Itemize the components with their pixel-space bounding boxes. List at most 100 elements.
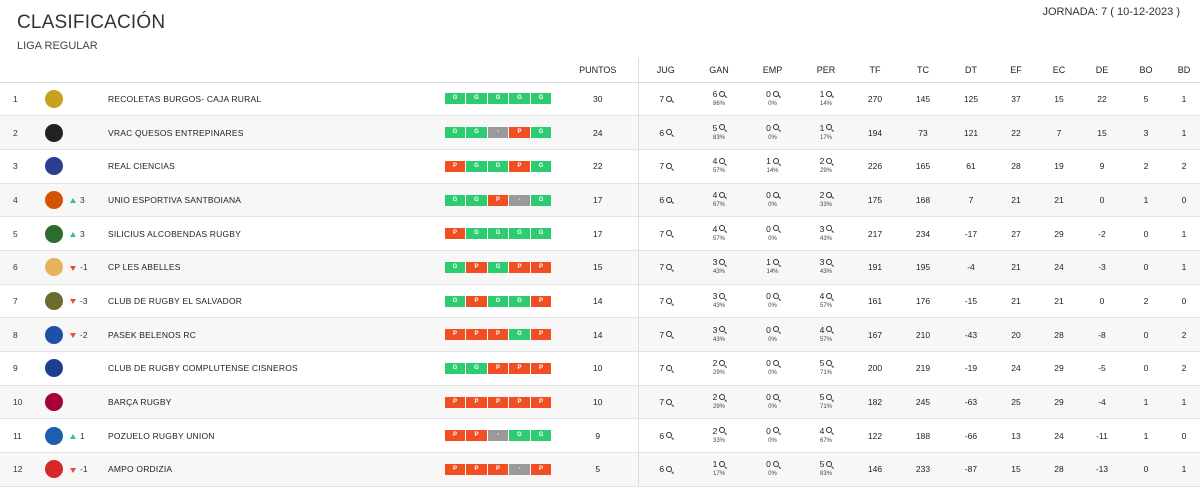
table-row[interactable]: 2 VRAC QUESOS ENTREPINARES G G - P G 24 6 5 83% 0 0%… — [0, 115, 1200, 150]
team-name[interactable]: CP LES ABELLES — [108, 250, 438, 285]
col-header-de[interactable]: DE — [1080, 58, 1124, 83]
magnifier-icon[interactable] — [772, 427, 779, 434]
team-name[interactable]: PASEK BELENOS RC — [108, 317, 438, 352]
magnifier-icon[interactable] — [826, 461, 833, 468]
magnifier-icon[interactable] — [666, 264, 673, 271]
magnifier-icon[interactable] — [719, 326, 726, 333]
team-name[interactable]: POZUELO RUGBY UNION — [108, 418, 438, 454]
magnifier-icon[interactable] — [719, 259, 726, 266]
team-name[interactable]: CLUB DE RUGBY EL SALVADOR — [108, 284, 438, 319]
magnifier-icon[interactable] — [772, 461, 779, 468]
magnifier-icon[interactable] — [666, 230, 673, 237]
col-header-bd[interactable]: BD — [1168, 58, 1200, 83]
magnifier-icon[interactable] — [666, 432, 673, 439]
gan-value: 2 — [712, 358, 718, 369]
magnifier-icon[interactable] — [772, 360, 779, 367]
magnifier-icon[interactable] — [772, 292, 779, 299]
table-row[interactable]: 11 1 POZUELO RUGBY UNION P P - G G 9 6 2 33% 0 0% 4 67%… — [0, 418, 1200, 454]
form-result: P — [530, 362, 552, 374]
magnifier-icon[interactable] — [826, 360, 833, 367]
magnifier-icon[interactable] — [719, 90, 726, 97]
team-name[interactable]: RECOLETAS BURGOS- CAJA RURAL — [108, 82, 438, 117]
magnifier-icon[interactable] — [719, 124, 726, 131]
team-name[interactable]: SILICIUS ALCOBENDAS RUGBY — [108, 216, 438, 251]
form-result: G — [530, 194, 552, 206]
form-result: G — [530, 430, 552, 442]
ec-value: 24 — [1038, 418, 1080, 454]
col-header-jug[interactable]: JUG — [638, 58, 693, 83]
table-row[interactable]: 8 -2 PASEK BELENOS RC P P P G P 14 7 3 43% 0 0% 4 57% 16… — [0, 317, 1200, 352]
col-header-bo[interactable]: BO — [1124, 58, 1168, 83]
col-header-emp[interactable]: EMP — [745, 58, 800, 83]
magnifier-icon[interactable] — [719, 225, 726, 232]
magnifier-icon[interactable] — [719, 157, 726, 164]
col-header-dt[interactable]: DT — [948, 58, 994, 83]
magnifier-icon[interactable] — [772, 393, 779, 400]
magnifier-icon[interactable] — [719, 393, 726, 400]
table-row[interactable]: 1 RECOLETAS BURGOS- CAJA RURAL G G G G G 30 7 6 86… — [0, 82, 1200, 117]
team-name[interactable]: UNIO ESPORTIVA SANTBOIANA — [108, 183, 438, 218]
col-header-ef[interactable]: EF — [994, 58, 1038, 83]
magnifier-icon[interactable] — [772, 259, 779, 266]
team-name[interactable]: BARÇA RUGBY — [108, 385, 438, 420]
magnifier-icon[interactable] — [666, 95, 673, 102]
table-row[interactable]: 4 3 UNIO ESPORTIVA SANTBOIANA G G P - G 17 6 4 67% 0… — [0, 183, 1200, 218]
magnifier-icon[interactable] — [772, 225, 779, 232]
magnifier-icon[interactable] — [826, 427, 833, 434]
ec-value: 7 — [1038, 115, 1080, 150]
page-title: CLASIFICACIÓN — [17, 12, 166, 33]
col-header-ec[interactable]: EC — [1038, 58, 1080, 83]
team-name[interactable]: AMPO ORDIZIA — [108, 452, 438, 487]
magnifier-icon[interactable] — [719, 360, 726, 367]
magnifier-icon[interactable] — [666, 297, 673, 304]
col-header-gan[interactable]: GAN — [693, 58, 745, 83]
magnifier-icon[interactable] — [826, 191, 833, 198]
table-row[interactable]: 5 3 SILICIUS ALCOBENDAS RUGBY P G G G G 17 7 4 57% 0… — [0, 216, 1200, 251]
magnifier-icon[interactable] — [826, 292, 833, 299]
table-row[interactable]: 12 -1 AMPO ORDIZIA P P P - P 5 6 1 17% 0 0% 5 83% 146 233… — [0, 452, 1200, 487]
page-subtitle: LIGA REGULAR — [17, 40, 98, 52]
magnifier-icon[interactable] — [719, 292, 726, 299]
table-row[interactable]: 7 -3 CLUB DE RUGBY EL SALVADOR G P G G P 14 7 3 43%… — [0, 284, 1200, 319]
magnifier-icon[interactable] — [826, 393, 833, 400]
magnifier-icon[interactable] — [666, 398, 673, 405]
table-row[interactable]: 6 -1 CP LES ABELLES G P G P P 15 7 3 43% 1 14% 3 43% 191… — [0, 250, 1200, 285]
magnifier-icon[interactable] — [826, 157, 833, 164]
magnifier-icon[interactable] — [772, 124, 779, 131]
bd-value: 1 — [1168, 250, 1200, 285]
table-row[interactable]: 9 CLUB DE RUGBY COMPLUTENSE CISNEROS G G P P P… — [0, 351, 1200, 386]
magnifier-icon[interactable] — [719, 191, 726, 198]
magnifier-icon[interactable] — [666, 466, 673, 473]
team-name[interactable]: REAL CIENCIAS — [108, 149, 438, 184]
magnifier-icon[interactable] — [826, 90, 833, 97]
magnifier-icon[interactable] — [772, 90, 779, 97]
magnifier-icon[interactable] — [666, 196, 673, 203]
emp-percent: 14% — [766, 168, 779, 175]
magnifier-icon[interactable] — [826, 259, 833, 266]
magnifier-icon[interactable] — [666, 365, 673, 372]
gan-percent: 43% — [712, 336, 725, 343]
col-header-puntos[interactable]: PUNTOS — [558, 58, 639, 83]
magnifier-icon[interactable] — [666, 129, 673, 136]
magnifier-icon[interactable] — [666, 331, 673, 338]
magnifier-icon[interactable] — [826, 326, 833, 333]
col-header-tc[interactable]: TC — [898, 58, 948, 83]
magnifier-icon[interactable] — [719, 427, 726, 434]
team-name[interactable]: VRAC QUESOS ENTREPINARES — [108, 115, 438, 150]
team-name[interactable]: CLUB DE RUGBY COMPLUTENSE CISNEROS — [108, 351, 438, 386]
magnifier-icon[interactable] — [666, 162, 673, 169]
col-header-tf[interactable]: TF — [852, 58, 898, 83]
magnifier-icon[interactable] — [826, 124, 833, 131]
col-header-per[interactable]: PER — [800, 58, 852, 83]
team-logo-icon — [45, 426, 63, 445]
table-row[interactable]: 10 BARÇA RUGBY P P P P P 10 7 2 29% 0 0% 5 71% 182 245 -6… — [0, 385, 1200, 420]
magnifier-icon[interactable] — [772, 157, 779, 164]
magnifier-icon[interactable] — [719, 461, 726, 468]
magnifier-icon[interactable] — [772, 326, 779, 333]
emp-percent: 0% — [768, 336, 777, 343]
magnifier-icon[interactable] — [772, 191, 779, 198]
magnifier-icon[interactable] — [826, 225, 833, 232]
table-row[interactable]: 3 REAL CIENCIAS P G G P G 22 7 4 57% 1 14% 2 29% 226 165… — [0, 149, 1200, 184]
